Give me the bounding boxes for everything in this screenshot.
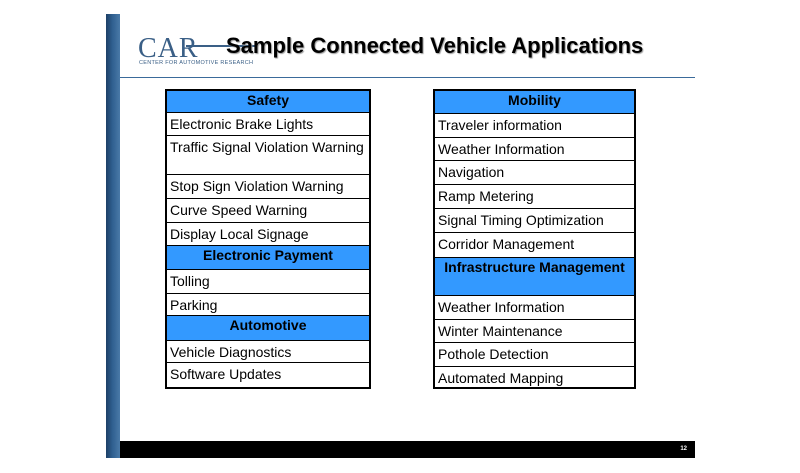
table-row: Signal Timing Optimization [435, 209, 634, 233]
table-row: Traveler information [435, 114, 634, 138]
table-row: Curve Speed Warning [167, 199, 369, 223]
table-row: Parking [167, 294, 369, 316]
table-header-row: Automotive [167, 316, 369, 341]
table-header-row: Infrastructure Management [435, 258, 634, 296]
logo-subtitle: CENTER FOR AUTOMOTIVE RESEARCH [139, 60, 254, 66]
title-divider [120, 77, 695, 78]
slide-title: Sample Connected Vehicle Applications [226, 33, 644, 58]
table-row: Pothole Detection [435, 343, 634, 367]
table-row: Weather Information [435, 296, 634, 320]
table-header-row: Electronic Payment [167, 246, 369, 270]
slide-left-accent-bar [106, 14, 120, 458]
left-applications-table: Safety Electronic Brake Lights Traffic S… [165, 89, 371, 389]
table-row: Corridor Management [435, 233, 634, 258]
table-row: Software Updates [170, 366, 282, 382]
table-row: Winter Maintenance [435, 320, 634, 343]
table-row: Weather Information [435, 138, 634, 161]
table-header-row: Mobility [435, 91, 634, 114]
table-row: Display Local Signage [167, 223, 369, 246]
car-logo: CAR CENTER FOR AUTOMOTIVE RESEARCH [138, 35, 258, 67]
table-row: Navigation [435, 161, 634, 185]
table-row: Tolling [167, 270, 369, 294]
table-row: Automated Mapping [438, 370, 564, 386]
table-row: Electronic Brake Lights [167, 113, 369, 136]
right-applications-table: Mobility Traveler information Weather In… [433, 89, 636, 389]
table-row: Stop Sign Violation Warning [167, 175, 369, 199]
table-row: Vehicle Diagnostics [167, 341, 369, 363]
table-row: Traffic Signal Violation Warning [167, 136, 369, 175]
page-number: 12 [680, 446, 687, 452]
footer-bar: 12 [120, 441, 695, 458]
logo-swoosh [186, 45, 256, 47]
table-row: Ramp Metering [435, 185, 634, 209]
table-header-row: Safety [167, 91, 369, 113]
logo-text: CAR [138, 33, 199, 64]
